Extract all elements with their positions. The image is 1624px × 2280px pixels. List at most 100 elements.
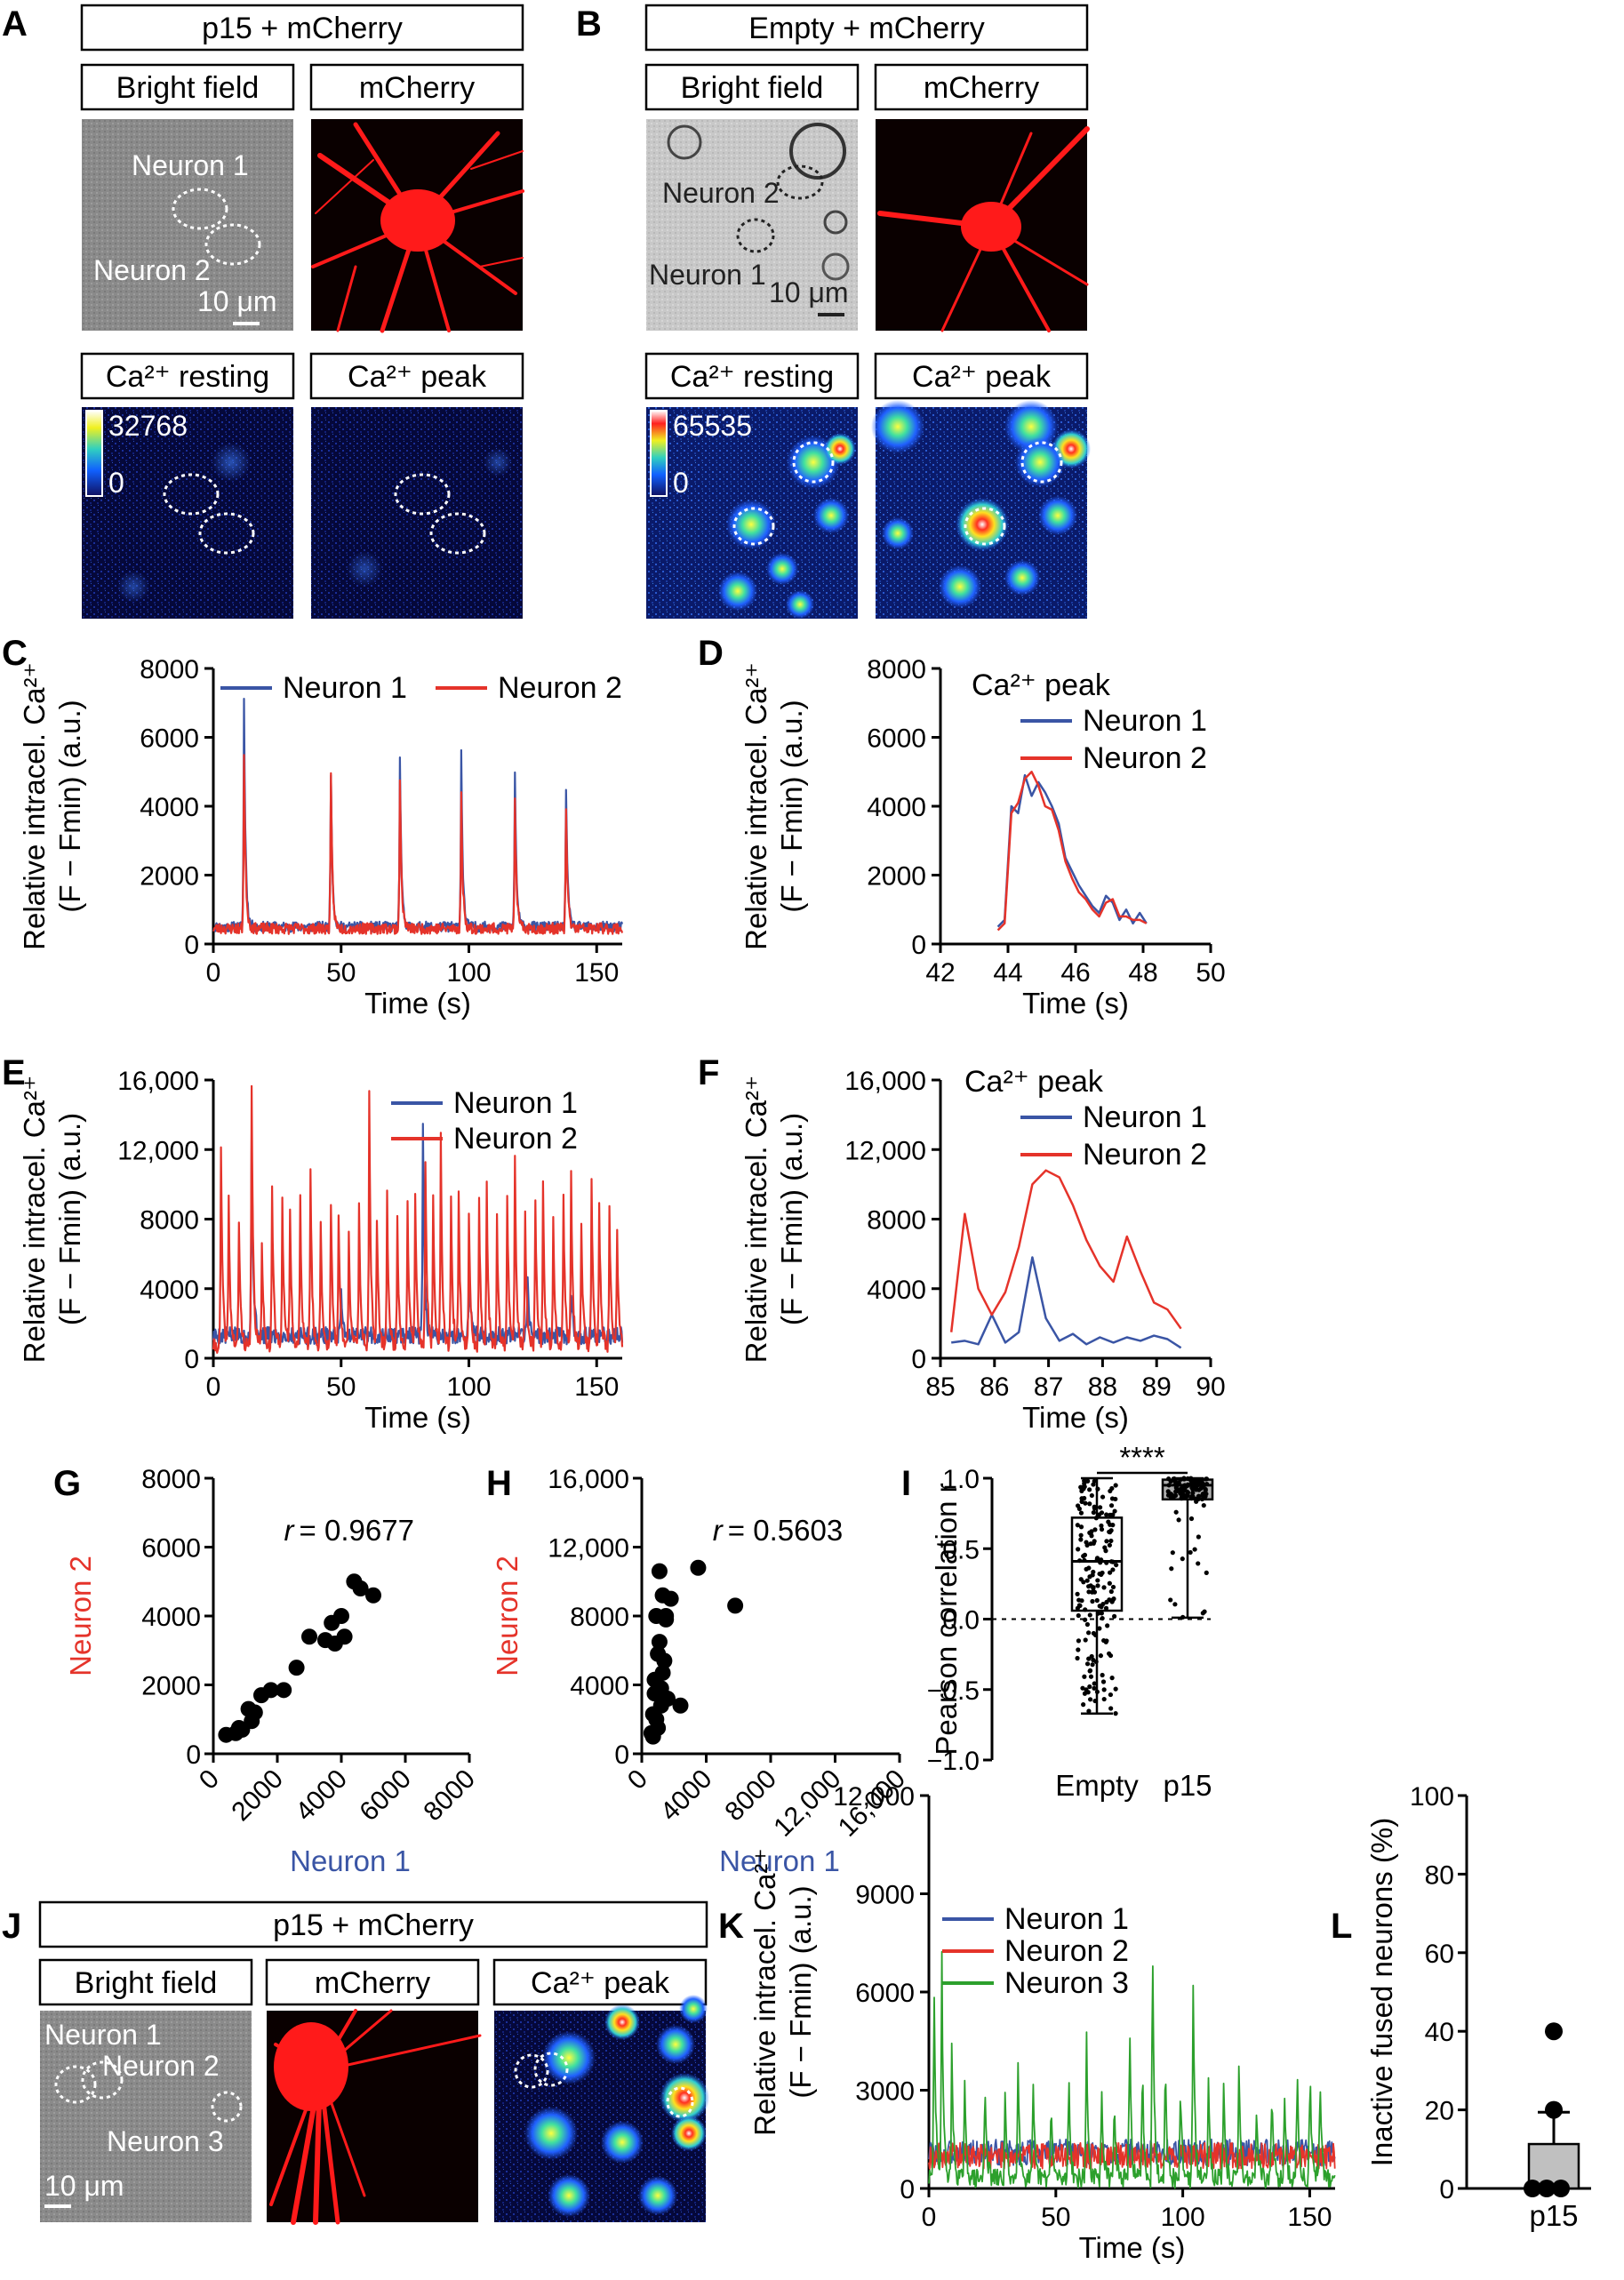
box-point: [1087, 1684, 1092, 1690]
box-point: [1176, 1517, 1181, 1523]
box-point: [1103, 1548, 1108, 1554]
box-point: [1168, 1597, 1173, 1603]
scatter-point: [336, 1628, 353, 1645]
box-point: [1112, 1613, 1117, 1619]
box-point: [1095, 1578, 1100, 1583]
box-point: [1100, 1679, 1107, 1684]
box-point: [1097, 1604, 1102, 1609]
box-point: [1076, 1612, 1081, 1619]
box-point: [1114, 1562, 1119, 1568]
box-point: [1078, 1510, 1084, 1516]
box-point: [1100, 1672, 1105, 1678]
box-point: [1108, 1503, 1115, 1508]
y-tick-label: 8000: [867, 655, 926, 684]
scatter-point: [288, 1660, 305, 1676]
box-point: [1087, 1697, 1093, 1702]
y-tick-label: 6000: [867, 724, 926, 754]
box-point: [1172, 1602, 1178, 1607]
y-axis-label-line2: (F − Fmin) (a.u.): [775, 700, 808, 912]
y-tick-label: 8000: [140, 655, 199, 684]
box-point: [1172, 1492, 1179, 1499]
box-point: [1195, 1478, 1200, 1484]
panel-a-scale-bar: [233, 322, 260, 325]
legend-label: Neuron 3: [1004, 1966, 1129, 2000]
y-axis-label-line1: Relative intracel. Ca²⁺: [740, 662, 772, 950]
box-point: [1091, 1482, 1096, 1487]
box-point: [1190, 1486, 1196, 1492]
box-point: [1192, 1547, 1197, 1552]
box-point: [1076, 1597, 1082, 1603]
y-tick-label: 12,000: [548, 1534, 629, 1564]
legend-label: Neuron 1: [1004, 1902, 1129, 1936]
box-point: [1087, 1574, 1092, 1580]
x-tick-label: 90: [1196, 1372, 1225, 1402]
box-point: [1094, 1597, 1100, 1604]
box-point: [1099, 1526, 1105, 1532]
box-point: [1078, 1485, 1084, 1491]
box-point: [1110, 1567, 1116, 1572]
box-point: [1108, 1559, 1115, 1564]
panel-a: A p15 + mCherry Bright field mCherry Neu…: [2, 4, 524, 619]
panel-j: J p15 + mCherry Bright field mCherry Ca²…: [2, 1900, 709, 2225]
y-tick-label: 0: [184, 931, 199, 960]
legend-label: Neuron 2: [498, 671, 622, 705]
category-label: p15: [1163, 1769, 1212, 1802]
x-tick-label: 87: [1034, 1372, 1063, 1402]
scatter-point: [651, 1563, 668, 1580]
legend-label: Neuron 2: [1083, 741, 1207, 775]
box-point: [1100, 1494, 1106, 1500]
box-point: [1113, 1483, 1118, 1488]
y-tick-label: 6000: [141, 1534, 201, 1564]
box-point: [1081, 1702, 1086, 1708]
box-point: [1078, 1524, 1084, 1530]
box-point: [1082, 1691, 1088, 1696]
y-tick-label: 1.0: [942, 1465, 980, 1494]
box-point: [1091, 1509, 1096, 1516]
y-axis-label-line1: Relative intracel. Ca²⁺: [18, 662, 51, 950]
box-point: [1112, 1508, 1117, 1514]
box-point: [1188, 1516, 1195, 1522]
box-point: [1104, 1539, 1109, 1544]
y-tick-label: 12,000: [833, 1782, 915, 1812]
panel-j-neuron2-label: Neuron 2: [102, 2050, 220, 2082]
y-axis-label: Pearson correlation r: [930, 1483, 963, 1755]
x-axis-label: Neuron 1: [290, 1844, 411, 1877]
y-tick-label: 0: [900, 2175, 915, 2204]
box-point: [1101, 1585, 1107, 1590]
box-point: [1106, 1519, 1111, 1524]
box-point: [1076, 1558, 1083, 1564]
series-line-2: [212, 1084, 624, 1354]
legend-label: Neuron 1: [283, 671, 407, 705]
box-point: [1079, 1499, 1084, 1505]
box-point: [1103, 1605, 1109, 1611]
chart-c: 0 2000 4000 6000 8000 0 50 100 150 Time (s) Relati…: [18, 655, 624, 1020]
panel-b-title: Empty + mCherry: [748, 12, 984, 45]
y-tick-label: 12,000: [844, 1136, 926, 1165]
panel-a-bright-label: Bright field: [116, 71, 260, 105]
y-axis-label: Inactive fused neurons (%): [1365, 1818, 1398, 2167]
panel-j-mcherry-label: mCherry: [315, 1966, 430, 2000]
panel-j-bright-image: Neuron 1 Neuron 2 Neuron 3 10 μm: [40, 2011, 252, 2222]
chart-annotation: Ca²⁺ peak: [972, 668, 1111, 702]
box-point: [1108, 1570, 1113, 1575]
series-line-1: [212, 698, 624, 933]
y-tick-label: 4000: [867, 1276, 926, 1305]
box-point: [1098, 1653, 1104, 1659]
panel-b-neuron2-label: Neuron 2: [662, 177, 780, 209]
box-point: [1099, 1572, 1104, 1578]
series-line-3: [928, 1950, 1336, 2189]
x-axis-label: Time (s): [364, 1401, 471, 1434]
series-line-2: [949, 1169, 1182, 1332]
box-point: [1168, 1494, 1174, 1500]
x-tick-label: 44: [993, 958, 1022, 988]
panel-b-mcherry-label: mCherry: [924, 71, 1039, 105]
box-point: [1107, 1580, 1112, 1586]
box-point: [1099, 1611, 1104, 1616]
box-point: [1090, 1662, 1095, 1668]
x-tick-label: 50: [1196, 958, 1225, 988]
scatter-point: [690, 1559, 707, 1576]
r-value: = 0.5603: [728, 1514, 843, 1547]
x-tick-label: 100: [446, 1372, 491, 1402]
